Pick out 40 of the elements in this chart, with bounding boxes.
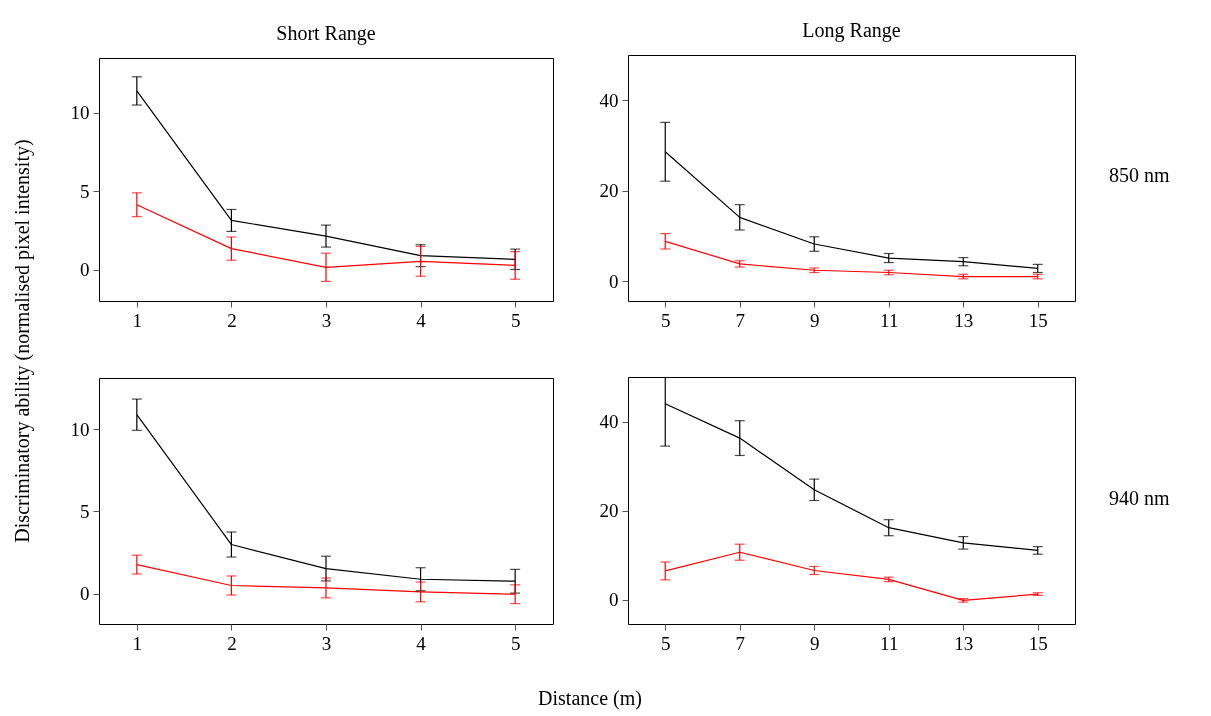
x-tick-label: 11 (880, 309, 899, 331)
y-tick-label: 0 (80, 583, 90, 605)
y-tick-label: 20 (599, 180, 619, 202)
x-tick-label: 4 (416, 309, 427, 331)
x-tick-label: 7 (735, 309, 745, 331)
y-tick-label: 0 (609, 589, 619, 611)
x-tick-label: 5 (661, 309, 671, 331)
y-tick-label: 10 (70, 102, 90, 124)
x-tick-label: 5 (510, 309, 521, 331)
x-tick-label: 1 (132, 632, 143, 654)
y-tick-label: 0 (80, 259, 90, 281)
y-tick-label: 40 (599, 411, 619, 433)
x-tick-label: 2 (227, 309, 237, 331)
text: 850 nm (1109, 164, 1170, 187)
x-tick-label: 4 (416, 632, 427, 654)
x-tick-label: 15 (1028, 309, 1048, 331)
x-tick-label: 13 (954, 309, 974, 331)
y-tick-label: 20 (599, 500, 619, 522)
x-tick-label: 3 (321, 309, 332, 331)
x-tick-label: 15 (1028, 632, 1048, 654)
x-tick-label: 2 (227, 632, 237, 654)
x-tick-label: 11 (880, 632, 899, 654)
chart-title: Long Range (802, 19, 901, 42)
x-tick-label: 9 (810, 309, 820, 331)
x-tick-label: 13 (954, 632, 974, 654)
chart-title: Short Range (276, 22, 376, 45)
x-tick-label: 9 (810, 632, 820, 654)
y-tick-label: 5 (80, 500, 90, 522)
x-axis-title: Distance (m) (538, 686, 642, 710)
x-tick-label: 1 (132, 309, 143, 331)
y-tick-label: 40 (599, 89, 619, 111)
y-tick-label: 5 (80, 180, 90, 202)
x-tick-label: 7 (735, 632, 745, 654)
x-tick-label: 5 (661, 632, 671, 654)
y-tick-label: 0 (609, 270, 619, 292)
text: 940 nm (1109, 486, 1170, 510)
x-tick-label: 5 (510, 632, 521, 654)
y-axis-title: Discriminatory ability (normalised pixel intensity) (10, 139, 34, 543)
x-tick-label: 3 (321, 632, 332, 654)
y-tick-label: 10 (70, 418, 90, 440)
